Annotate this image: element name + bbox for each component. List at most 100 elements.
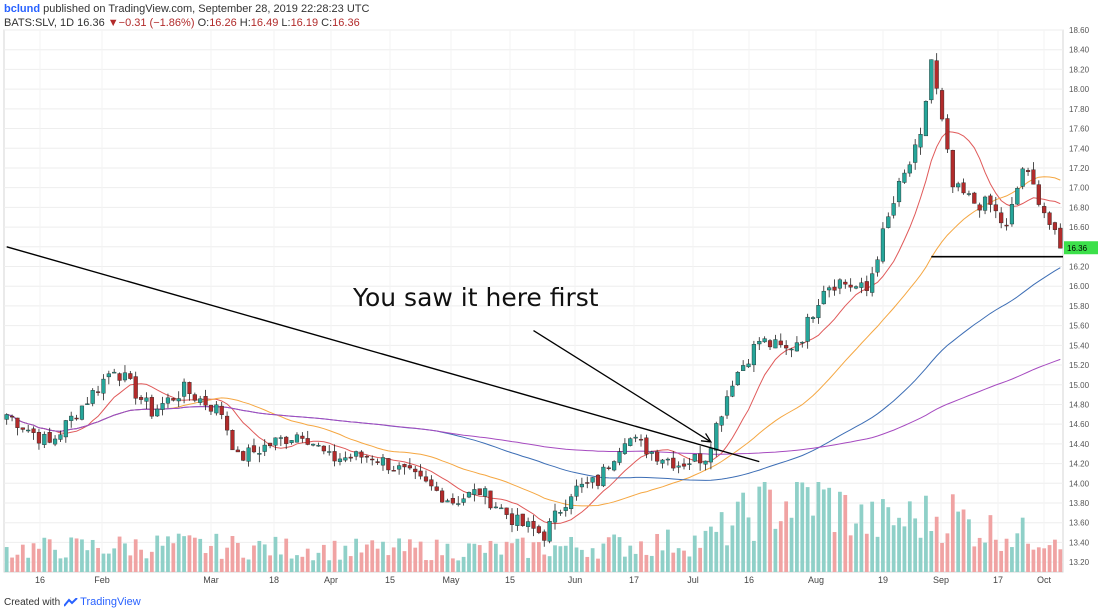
candle-body [574,485,579,497]
candle [1004,218,1009,231]
volume-bar [881,499,885,572]
candle-body [703,460,708,465]
candle [4,413,9,425]
last-price: 16.36 [77,17,105,29]
candle [1047,211,1052,230]
volume-bar [924,495,928,572]
candle [698,445,703,471]
candle-body [1020,168,1025,187]
volume-bar [961,509,966,572]
trend-line [6,246,760,463]
candle-body [509,513,515,525]
candle [31,426,36,440]
candle-body [477,488,482,496]
volume-bar [499,554,504,572]
candle-body [117,373,122,381]
candle-body [122,372,128,381]
volume-bar [85,550,90,572]
candle-body [483,488,488,497]
candle-body [214,404,219,414]
y-tick-label: 17.20 [1069,164,1090,173]
candle [450,493,455,506]
candle [429,475,434,491]
volume-bar [827,487,832,572]
candle [380,453,386,471]
candle [477,488,482,496]
candle [595,474,601,490]
y-tick-label: 15.20 [1069,361,1090,370]
candle-body [337,458,343,462]
volume-bar [531,542,536,572]
candle-body [354,451,359,457]
candle [79,405,85,421]
candle-body [69,415,74,421]
candle-body [321,445,326,452]
candle-body [413,468,418,473]
volume-bar [612,534,617,572]
candle [703,460,708,471]
volume-bar [623,556,627,572]
volume-bar [1053,539,1057,572]
candles [4,53,1063,547]
candle [219,401,224,420]
volume-bar [639,541,643,572]
author-link[interactable]: bclund [4,3,41,15]
candle-body [364,456,369,458]
volume-bar [305,548,310,572]
volume-bar [149,551,154,572]
candle [622,438,627,456]
candle-body [1009,204,1015,225]
volume-bar [843,494,848,572]
volume-bar [542,554,547,572]
candle [687,457,692,470]
volume-bar [682,550,686,572]
candle-body [784,345,789,349]
candle-body [407,465,412,469]
tradingview-logo-icon [64,597,78,607]
candle [85,397,90,406]
candle [509,508,515,533]
candle [58,430,63,443]
candle [273,437,278,451]
candle-body [590,477,595,483]
volume-bar [891,525,896,572]
volume-bar [37,548,41,572]
candle [757,337,762,351]
candle [332,444,337,467]
candle [440,487,445,503]
candle-body [445,500,450,503]
volume-bar [606,537,611,572]
candle-body [128,373,133,379]
x-tick-label: Jul [687,575,699,585]
volume-bar [176,533,181,572]
candle-body [327,451,332,453]
candle [552,503,558,530]
candle-body [472,489,477,495]
candle-body [1025,170,1031,172]
tradingview-brand[interactable]: TradingView [80,596,141,608]
candle-body [456,503,461,505]
volume-bar [359,552,364,572]
candle-body [961,182,966,194]
volume-bar [381,541,385,572]
candle [407,458,412,470]
candle-body [735,372,740,386]
candle [810,315,816,323]
candle-body [848,284,853,288]
volume-bar [15,554,20,572]
volume-bar [687,556,692,572]
volume-bar [918,537,923,572]
volume-bar [988,515,993,572]
candle-body [402,464,407,468]
candle-body [945,118,950,150]
x-tick-label: Mar [203,575,219,585]
candle [864,275,869,297]
candle-body [305,438,310,445]
volume-bar [370,540,375,572]
volume-bar [983,542,987,572]
ma-short-line [6,131,1061,525]
y-tick-label: 16.00 [1069,282,1090,291]
candle-body [719,416,724,426]
candle [880,222,885,264]
